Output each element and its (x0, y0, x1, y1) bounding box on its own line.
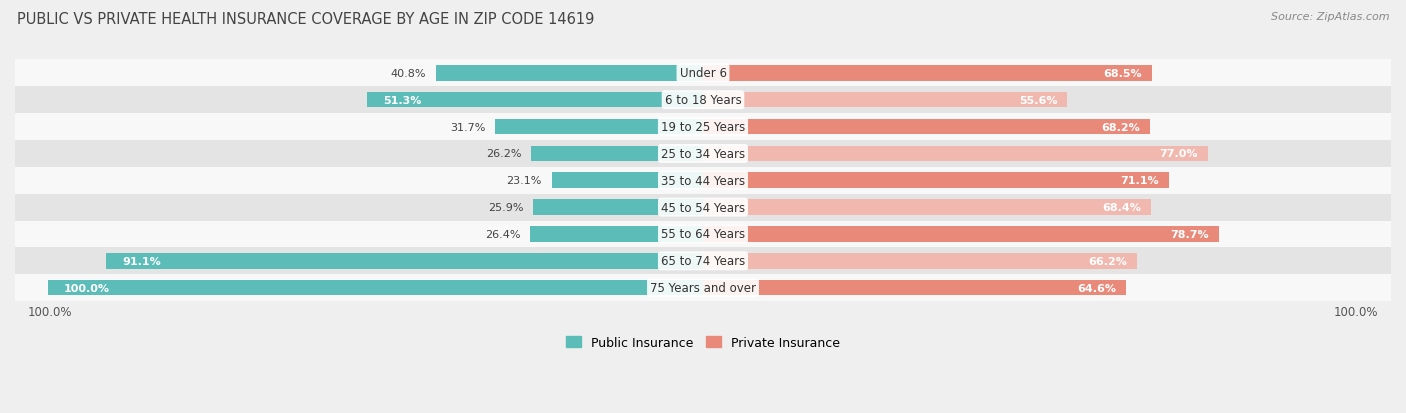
Bar (15, 114, 1391, 141)
Bar (48, 280, 703, 296)
Bar (436, 66, 703, 81)
Bar (703, 254, 1137, 269)
Text: 77.0%: 77.0% (1159, 149, 1198, 159)
Text: 68.5%: 68.5% (1104, 69, 1142, 78)
Text: 100.0%: 100.0% (65, 283, 110, 293)
Bar (15, 60, 1391, 87)
Bar (703, 173, 1168, 189)
Bar (703, 227, 1219, 242)
Text: 25 to 34 Years: 25 to 34 Years (661, 147, 745, 161)
Text: 68.4%: 68.4% (1102, 203, 1142, 213)
Bar (15, 167, 1391, 194)
Text: 23.1%: 23.1% (506, 176, 541, 186)
Text: 91.1%: 91.1% (122, 256, 162, 266)
Bar (533, 200, 703, 216)
Text: 51.3%: 51.3% (384, 95, 422, 105)
Bar (15, 221, 1391, 248)
Text: 26.2%: 26.2% (486, 149, 522, 159)
Text: 75 Years and over: 75 Years and over (650, 282, 756, 294)
Bar (703, 200, 1152, 216)
Text: 64.6%: 64.6% (1077, 283, 1116, 293)
Bar (367, 93, 703, 108)
Text: 100.0%: 100.0% (1333, 305, 1378, 318)
Text: 66.2%: 66.2% (1088, 256, 1128, 266)
Bar (703, 146, 1208, 162)
Text: 71.1%: 71.1% (1121, 176, 1159, 186)
Bar (703, 66, 1152, 81)
Bar (551, 173, 703, 189)
Bar (105, 254, 703, 269)
Text: 35 to 44 Years: 35 to 44 Years (661, 174, 745, 188)
Text: 100.0%: 100.0% (28, 305, 73, 318)
Text: 68.2%: 68.2% (1101, 122, 1140, 132)
Text: 55.6%: 55.6% (1019, 95, 1057, 105)
Text: 25.9%: 25.9% (488, 203, 523, 213)
Text: Under 6: Under 6 (679, 67, 727, 80)
Text: 40.8%: 40.8% (391, 69, 426, 78)
Text: 19 to 25 Years: 19 to 25 Years (661, 121, 745, 134)
Bar (15, 248, 1391, 275)
Legend: Public Insurance, Private Insurance: Public Insurance, Private Insurance (561, 331, 845, 354)
Bar (530, 227, 703, 242)
Bar (703, 119, 1150, 135)
Bar (15, 194, 1391, 221)
Bar (703, 280, 1126, 296)
Bar (15, 87, 1391, 114)
Text: 26.4%: 26.4% (485, 229, 520, 240)
Bar (15, 275, 1391, 301)
Bar (531, 146, 703, 162)
Bar (15, 141, 1391, 167)
Text: Source: ZipAtlas.com: Source: ZipAtlas.com (1271, 12, 1389, 22)
Bar (495, 119, 703, 135)
Text: PUBLIC VS PRIVATE HEALTH INSURANCE COVERAGE BY AGE IN ZIP CODE 14619: PUBLIC VS PRIVATE HEALTH INSURANCE COVER… (17, 12, 595, 27)
Text: 6 to 18 Years: 6 to 18 Years (665, 94, 741, 107)
Text: 31.7%: 31.7% (450, 122, 485, 132)
Bar (703, 93, 1067, 108)
Text: 65 to 74 Years: 65 to 74 Years (661, 255, 745, 268)
Text: 55 to 64 Years: 55 to 64 Years (661, 228, 745, 241)
Text: 78.7%: 78.7% (1170, 229, 1209, 240)
Text: 45 to 54 Years: 45 to 54 Years (661, 201, 745, 214)
